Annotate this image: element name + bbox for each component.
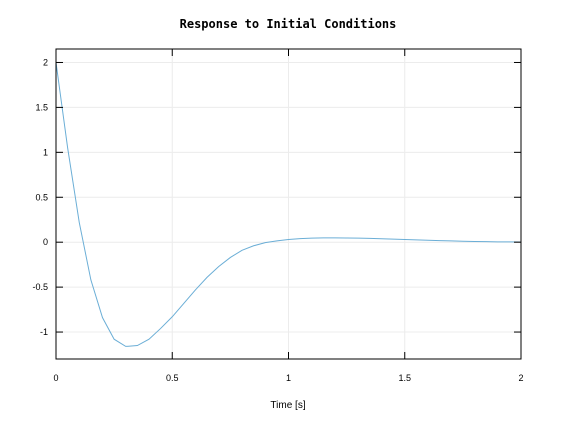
x-tick-label-4: 2 <box>518 373 523 383</box>
chart-title: Response to Initial Conditions <box>180 17 397 31</box>
y-tick-label-1: -0.5 <box>32 282 48 292</box>
tick-labels: 0 0.5 1 1.5 2 -1 -0.5 0 0.5 1 1.5 2 <box>32 57 523 383</box>
y-tick-label-0: -1 <box>40 327 48 337</box>
grid <box>55 49 522 359</box>
series-line-0 <box>55 62 522 347</box>
x-tick-label-0: 0 <box>53 373 58 383</box>
y-tick-label-5: 1.5 <box>35 102 48 112</box>
x-tick-label-2: 1 <box>286 373 291 383</box>
y-tick-label-2: 0 <box>43 237 48 247</box>
x-tick-label-1: 0.5 <box>166 373 179 383</box>
y-tick-label-3: 0.5 <box>35 192 48 202</box>
x-axis-label: Time [s] <box>270 400 305 411</box>
y-tick-label-6: 2 <box>43 57 48 67</box>
tick-marks <box>55 49 522 359</box>
series-layer <box>55 62 522 347</box>
x-tick-label-3: 1.5 <box>398 373 411 383</box>
y-tick-label-4: 1 <box>43 147 48 157</box>
